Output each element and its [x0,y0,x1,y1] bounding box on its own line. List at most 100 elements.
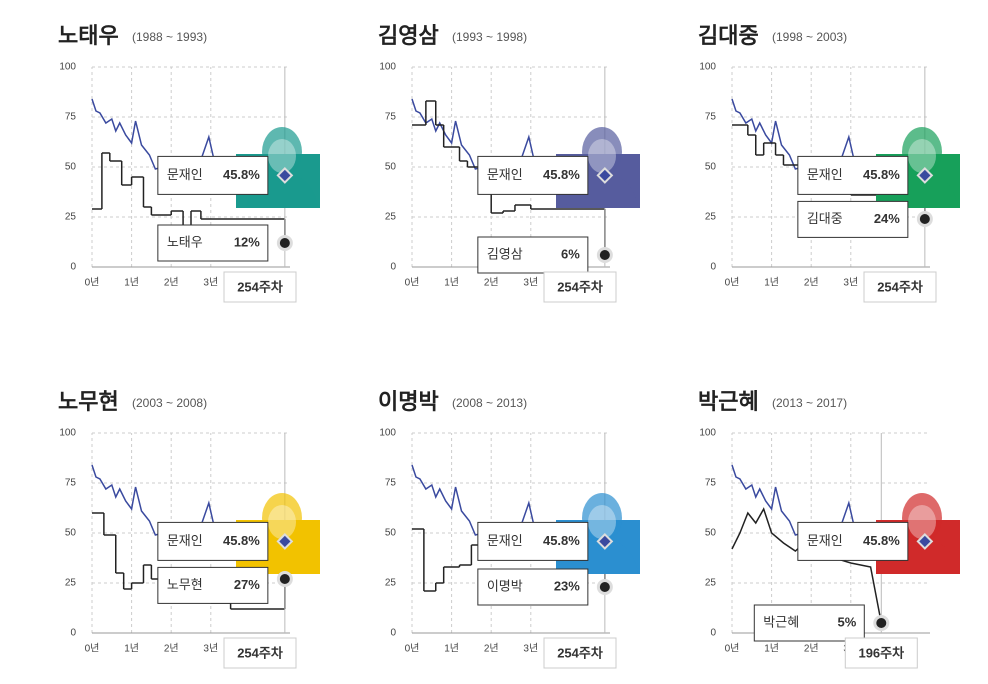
y-tick-label: 100 [59,428,76,439]
y-tick-label: 75 [65,478,77,489]
callout-box [157,224,269,262]
end-marker [916,532,934,550]
x-tick-label: 1년 [764,643,779,655]
y-tick-label: 100 [379,428,396,439]
end-marker [599,582,610,592]
callout-box [797,521,909,561]
week-label: 254주차 [877,279,923,294]
callout-value: 45.8% [543,167,580,182]
x-tick-label: 3년 [523,277,538,289]
y-tick-label: 100 [59,62,76,73]
portrait-face [268,505,296,539]
panel-title: 박근혜 [698,389,759,414]
y-tick-label: 0 [390,262,396,273]
week-label: 254주차 [557,645,603,660]
week-label: 196주차 [858,645,904,660]
week-box [223,271,297,303]
y-tick-label: 0 [70,628,76,639]
x-tick-label: 0년 [725,643,740,655]
end-marker [276,532,294,550]
x-tick-label: 1년 [764,277,779,289]
x-tick-label: 0년 [405,643,420,655]
portrait-face [588,505,616,539]
end-marker [919,214,930,224]
y-tick-label: 100 [699,62,716,73]
y-tick-label: 50 [705,528,717,539]
week-label: 254주차 [237,645,283,660]
callout-value: 45.8% [223,533,260,548]
panel-title: 김대중 [698,23,759,48]
portrait-head [262,493,302,543]
panel-title: 이명박 [378,389,439,414]
portrait-head [582,127,622,177]
y-tick-label: 25 [385,212,397,223]
callout-name: 이명박 [487,578,523,593]
callout-box [477,155,589,195]
panel-subtitle: (1998 ~ 2003) [772,30,847,44]
week-box [543,271,617,303]
y-tick-label: 25 [385,578,397,589]
callout-box [157,566,269,604]
y-tick-label: 0 [390,628,396,639]
panel-title: 노무현 [58,389,119,414]
x-tick-label: 2년 [164,643,179,655]
portrait-head [582,493,622,543]
y-tick-label: 50 [385,162,397,173]
portrait-face [908,505,936,539]
y-tick-label: 75 [385,478,397,489]
end-marker [279,574,290,584]
x-tick-label: 2년 [484,643,499,655]
x-tick-label: 2년 [804,643,819,655]
end-marker [596,532,614,550]
portrait-head [902,493,942,543]
callout-box [477,236,589,274]
portrait-face [908,139,936,173]
panel-title: 김영삼 [378,23,439,48]
callout-box [797,155,909,195]
y-tick-label: 25 [705,578,717,589]
callout-value: 12% [234,234,260,249]
y-tick-label: 25 [705,212,717,223]
end-marker [876,618,887,628]
portrait-head [262,127,302,177]
week-label: 254주차 [557,279,603,294]
y-tick-label: 50 [65,528,77,539]
callout-box [477,521,589,561]
y-tick-label: 75 [385,112,397,123]
x-tick-label: 2년 [164,277,179,289]
panel-subtitle: (1993 ~ 1998) [452,30,527,44]
callout-value: 6% [561,246,580,261]
x-tick-label: 2년 [484,277,499,289]
x-tick-label: 0년 [85,277,100,289]
callout-value: 27% [234,577,260,592]
portrait-head [902,127,942,177]
x-tick-label: 0년 [725,277,740,289]
callout-value: 24% [874,211,900,226]
x-tick-label: 1년 [444,643,459,655]
week-label: 254주차 [237,279,283,294]
callout-name: 박근혜 [763,614,799,629]
callout-name: 문재인 [487,167,523,182]
y-tick-label: 0 [710,628,716,639]
y-tick-label: 25 [65,578,77,589]
y-tick-label: 100 [699,428,716,439]
y-tick-label: 0 [710,262,716,273]
callout-box [477,568,589,606]
y-tick-label: 50 [65,162,77,173]
callout-name: 문재인 [807,167,843,182]
end-marker [279,238,290,248]
y-tick-label: 50 [705,162,717,173]
x-tick-label: 3년 [843,277,858,289]
x-tick-label: 3년 [523,643,538,655]
x-tick-label: 1년 [444,277,459,289]
week-box [863,271,937,303]
callout-name: 노태우 [167,234,203,249]
callout-box [753,604,865,642]
callout-name: 문재인 [807,533,843,548]
callout-box [157,155,269,195]
end-marker [596,166,614,184]
x-tick-label: 3년 [203,277,218,289]
week-box [543,637,617,669]
callout-name: 문재인 [487,533,523,548]
y-tick-label: 100 [379,62,396,73]
